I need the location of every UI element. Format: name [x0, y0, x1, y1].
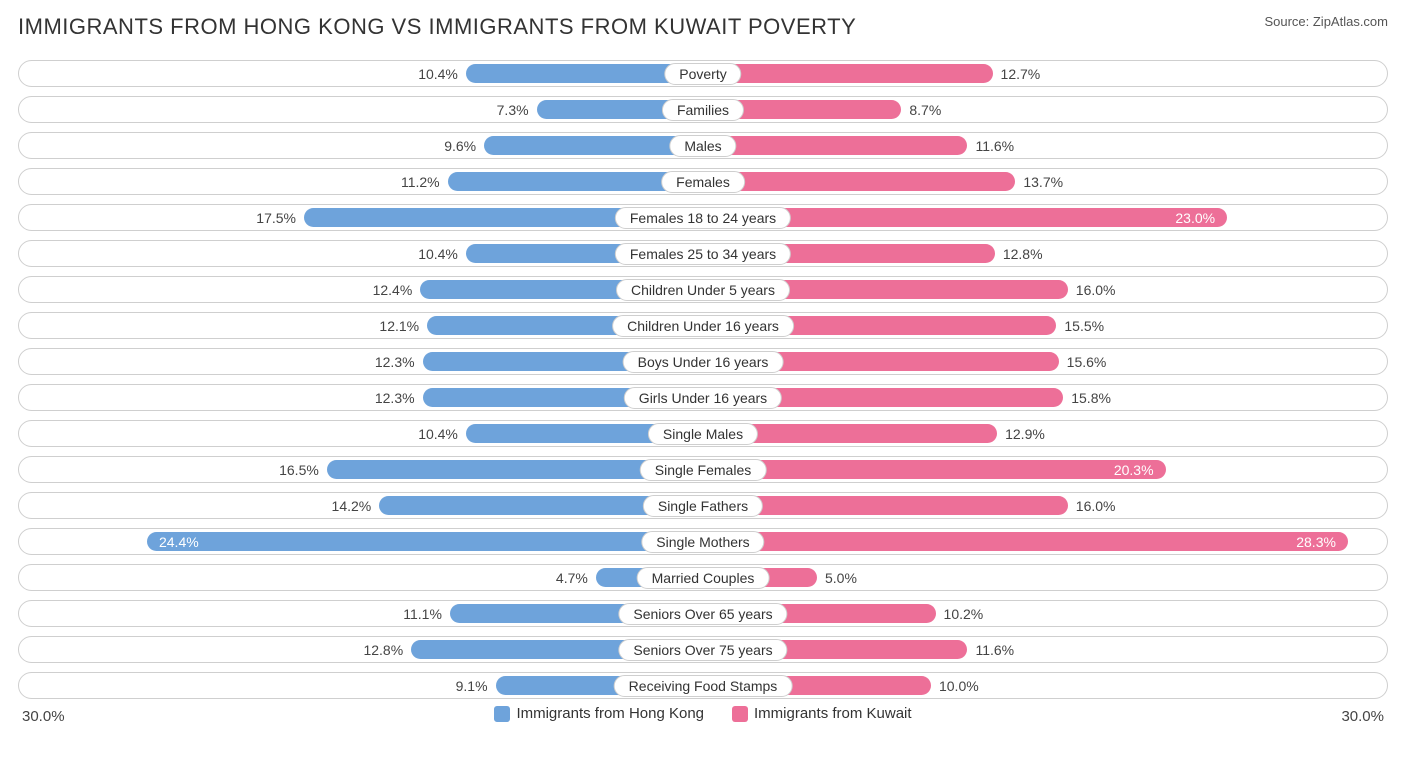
- bar-row: 11.1% 10.2% Seniors Over 65 years: [18, 600, 1388, 627]
- category-label: Children Under 16 years: [612, 315, 794, 337]
- bar-row: 4.7% 5.0% Married Couples: [18, 564, 1388, 591]
- category-label: Boys Under 16 years: [623, 351, 784, 373]
- category-label: Seniors Over 75 years: [618, 639, 787, 661]
- category-label: Females 25 to 34 years: [615, 243, 791, 265]
- category-label: Single Mothers: [641, 531, 764, 553]
- value-left: 12.1%: [379, 318, 419, 334]
- category-label: Families: [662, 99, 744, 121]
- value-right: 16.0%: [1076, 282, 1116, 298]
- value-left: 12.4%: [373, 282, 413, 298]
- source-name: ZipAtlas.com: [1313, 14, 1388, 29]
- value-left: 24.4%: [159, 534, 199, 550]
- bar-row: 12.1% 15.5% Children Under 16 years: [18, 312, 1388, 339]
- value-right: 23.0%: [1175, 210, 1215, 226]
- value-left: 10.4%: [418, 246, 458, 262]
- value-left: 7.3%: [497, 102, 529, 118]
- value-right: 15.6%: [1067, 354, 1107, 370]
- value-left: 9.1%: [456, 678, 488, 694]
- bar-row: 12.8% 11.6% Seniors Over 75 years: [18, 636, 1388, 663]
- bar-row: 10.4% 12.8% Females 25 to 34 years: [18, 240, 1388, 267]
- value-right: 11.6%: [975, 138, 1014, 154]
- source-prefix: Source:: [1264, 14, 1312, 29]
- value-left: 11.1%: [403, 606, 442, 622]
- value-left: 12.3%: [375, 354, 415, 370]
- bar-right: [703, 460, 1166, 479]
- value-right: 16.0%: [1076, 498, 1116, 514]
- category-label: Single Males: [648, 423, 758, 445]
- value-left: 10.4%: [418, 426, 458, 442]
- source-attribution: Source: ZipAtlas.com: [1264, 14, 1388, 29]
- bar-right: [703, 172, 1015, 191]
- value-right: 20.3%: [1114, 462, 1154, 478]
- bar-right: [703, 532, 1348, 551]
- legend-label-left: Immigrants from Hong Kong: [516, 705, 704, 722]
- category-label: Females 18 to 24 years: [615, 207, 791, 229]
- legend: Immigrants from Hong Kong Immigrants fro…: [18, 705, 1388, 722]
- category-label: Receiving Food Stamps: [614, 675, 793, 697]
- value-left: 14.2%: [332, 498, 372, 514]
- bar-row: 10.4% 12.9% Single Males: [18, 420, 1388, 447]
- bar-row: 7.3% 8.7% Families: [18, 96, 1388, 123]
- value-left: 17.5%: [256, 210, 296, 226]
- bar-row: 9.1% 10.0% Receiving Food Stamps: [18, 672, 1388, 699]
- value-right: 11.6%: [975, 642, 1014, 658]
- category-label: Married Couples: [637, 567, 770, 589]
- bar-row: 24.4% 28.3% Single Mothers: [18, 528, 1388, 555]
- bar-row: 10.4% 12.7% Poverty: [18, 60, 1388, 87]
- value-left: 4.7%: [556, 570, 588, 586]
- value-left: 12.3%: [375, 390, 415, 406]
- category-label: Males: [669, 135, 736, 157]
- axis-right-max: 30.0%: [1341, 708, 1384, 725]
- category-label: Poverty: [664, 63, 741, 85]
- bar-right: [703, 64, 993, 83]
- axis-left-max: 30.0%: [22, 708, 65, 725]
- value-left: 12.8%: [363, 642, 403, 658]
- bar-row: 12.3% 15.8% Girls Under 16 years: [18, 384, 1388, 411]
- bar-right: [703, 136, 967, 155]
- bar-row: 16.5% 20.3% Single Females: [18, 456, 1388, 483]
- value-right: 5.0%: [825, 570, 857, 586]
- value-right: 10.0%: [939, 678, 979, 694]
- category-label: Seniors Over 65 years: [618, 603, 787, 625]
- category-label: Females: [661, 171, 745, 193]
- value-right: 12.9%: [1005, 426, 1045, 442]
- value-right: 13.7%: [1023, 174, 1063, 190]
- value-right: 28.3%: [1296, 534, 1336, 550]
- bar-row: 14.2% 16.0% Single Fathers: [18, 492, 1388, 519]
- legend-label-right: Immigrants from Kuwait: [754, 705, 912, 722]
- value-left: 9.6%: [444, 138, 476, 154]
- bar-row: 11.2% 13.7% Females: [18, 168, 1388, 195]
- bar-row: 9.6% 11.6% Males: [18, 132, 1388, 159]
- bar-row: 17.5% 23.0% Females 18 to 24 years: [18, 204, 1388, 231]
- value-right: 12.7%: [1001, 66, 1041, 82]
- bar-left: [147, 532, 703, 551]
- value-left: 10.4%: [418, 66, 458, 82]
- value-left: 16.5%: [279, 462, 319, 478]
- category-label: Single Females: [640, 459, 767, 481]
- value-right: 10.2%: [944, 606, 984, 622]
- diverging-bar-chart: 10.4% 12.7% Poverty 7.3% 8.7% Families 9.6% 11.…: [18, 60, 1388, 699]
- value-right: 8.7%: [909, 102, 941, 118]
- legend-item-left: Immigrants from Hong Kong: [494, 705, 704, 722]
- value-left: 11.2%: [401, 174, 440, 190]
- chart-title: IMMIGRANTS FROM HONG KONG VS IMMIGRANTS …: [18, 14, 856, 40]
- legend-swatch-right: [732, 706, 748, 722]
- value-right: 15.8%: [1071, 390, 1111, 406]
- category-label: Children Under 5 years: [616, 279, 790, 301]
- legend-swatch-left: [494, 706, 510, 722]
- value-right: 12.8%: [1003, 246, 1043, 262]
- category-label: Single Fathers: [643, 495, 763, 517]
- bar-row: 12.3% 15.6% Boys Under 16 years: [18, 348, 1388, 375]
- category-label: Girls Under 16 years: [624, 387, 782, 409]
- value-right: 15.5%: [1064, 318, 1104, 334]
- bar-row: 12.4% 16.0% Children Under 5 years: [18, 276, 1388, 303]
- legend-item-right: Immigrants from Kuwait: [732, 705, 912, 722]
